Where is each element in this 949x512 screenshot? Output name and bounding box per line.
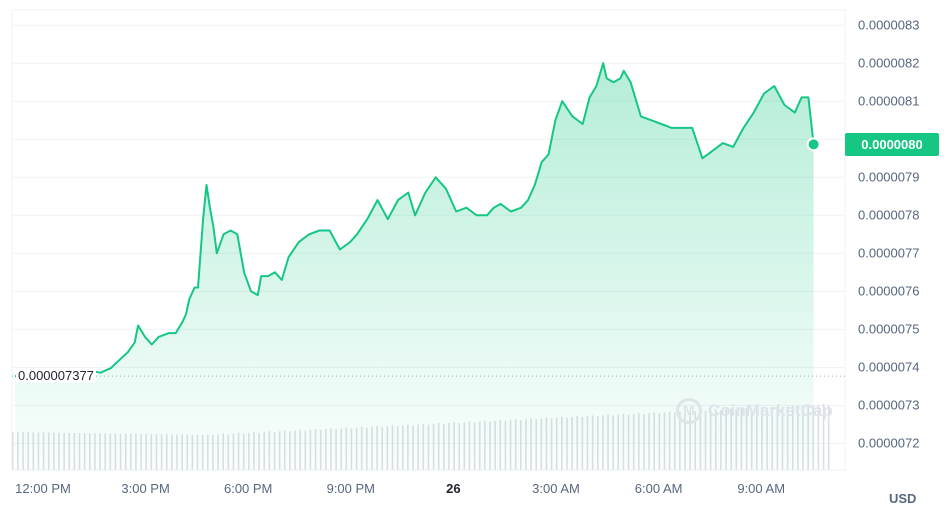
volume-bar [817, 404, 820, 470]
x-tick-label: 3:00 AM [532, 481, 580, 496]
x-tick-label: 3:00 PM [121, 481, 170, 496]
y-tick-label: 0.0000083 [858, 17, 920, 33]
x-tick-label: 6:00 PM [223, 481, 273, 496]
current-price-badge: 0.0000080 [845, 132, 939, 156]
currency-label: USD [889, 491, 917, 506]
x-tick-label: 9:00 AM [737, 481, 786, 496]
y-tick-label: 0.0000074 [858, 359, 920, 375]
coinmarketcap-logo-icon [676, 398, 702, 424]
x-tick-label: 6:00 AM [634, 481, 683, 496]
y-tick-label: 0.0000077 [858, 245, 920, 261]
price-area [15, 63, 814, 470]
current-price-dot [806, 137, 821, 152]
y-tick-label: 0.0000082 [858, 55, 920, 71]
y-tick-label: 0.0000075 [858, 321, 920, 337]
y-tick-label: 0.0000078 [858, 207, 920, 223]
volume-bar [12, 432, 14, 470]
x-tick-label: 9:00 PM [326, 481, 376, 496]
volume-bar [827, 405, 830, 470]
price-area-fill [15, 63, 814, 470]
x-tick-label: 12:00 PM [15, 481, 71, 496]
reference-price-label: 0.000007377 [16, 368, 96, 384]
price-line-group [14, 62, 815, 378]
coinmarketcap-watermark: CoinMarketCap [676, 398, 833, 424]
y-tick-label: 0.0000073 [858, 397, 920, 413]
y-tick-label: 0.0000079 [858, 169, 920, 185]
x-tick-label: 26 [446, 481, 461, 496]
y-tick-label: 0.0000081 [858, 93, 920, 109]
price-line [14, 62, 815, 378]
watermark-text: CoinMarketCap [708, 401, 833, 420]
y-tick-label: 0.0000072 [858, 435, 920, 451]
volume-bar [822, 404, 825, 470]
y-tick-label: 0.0000076 [858, 283, 920, 299]
